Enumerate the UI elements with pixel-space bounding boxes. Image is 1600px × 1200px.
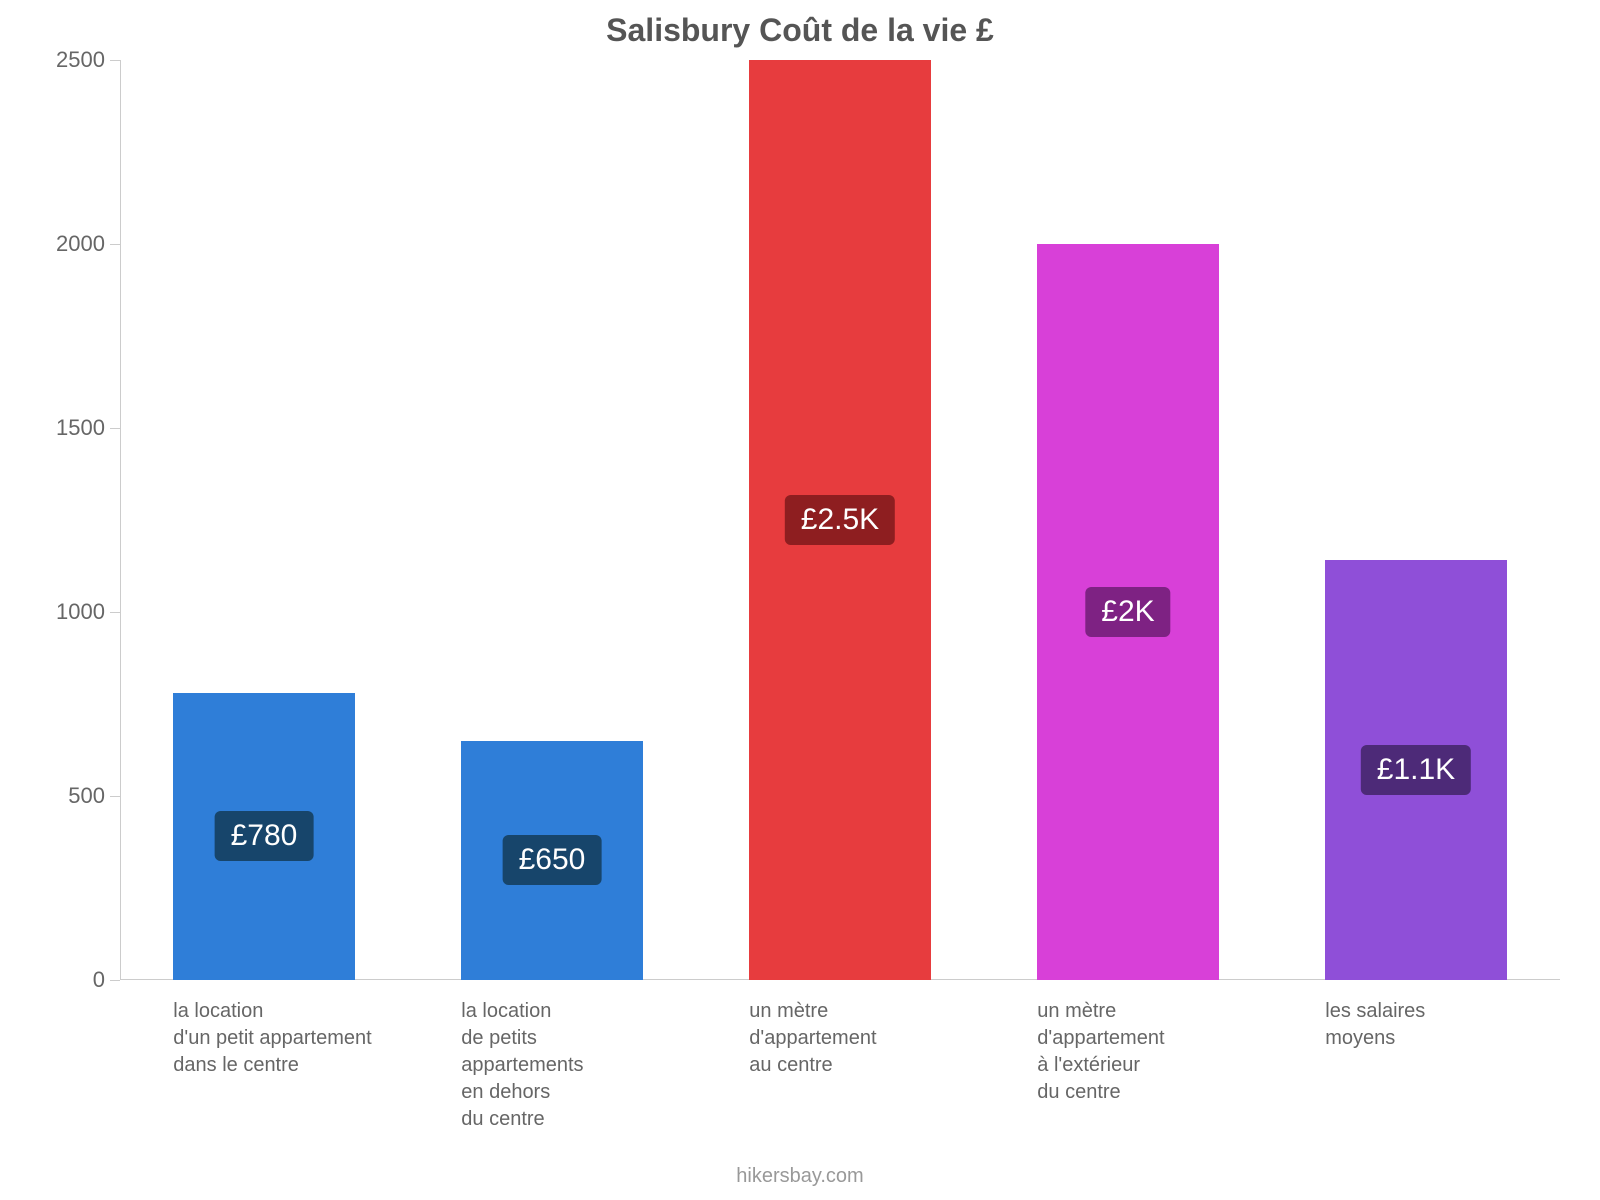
y-tick xyxy=(110,60,120,61)
y-tick-label: 2000 xyxy=(30,231,105,257)
bar-value-label: £2K xyxy=(1085,587,1170,637)
x-category-label: les salaires moyens xyxy=(1325,998,1536,1052)
x-labels: la location d'un petit appartement dans … xyxy=(120,992,1560,1162)
x-category-label: un mètre d'appartement à l'extérieur du … xyxy=(1037,998,1248,1106)
bar-value-label: £2.5K xyxy=(785,495,895,545)
y-tick xyxy=(110,612,120,613)
bar-value-label: £780 xyxy=(215,811,314,861)
x-category-label: la location d'un petit appartement dans … xyxy=(173,998,384,1079)
y-tick-label: 0 xyxy=(30,967,105,993)
y-tick xyxy=(110,428,120,429)
chart-footer: hikersbay.com xyxy=(0,1165,1600,1188)
bars-container: £780 £650 £2.5K £2K £1.1K xyxy=(120,60,1560,980)
cost-of-living-chart: Salisbury Coût de la vie £ £780 £650 £2.5K… xyxy=(0,0,1600,1200)
bar-value-label: £1.1K xyxy=(1361,745,1471,795)
y-tick-label: 2500 xyxy=(30,47,105,73)
plot-area: £780£650£2.5K£2K£1.1K 050010001500200025… xyxy=(120,60,1560,980)
y-tick xyxy=(110,244,120,245)
y-tick-label: 500 xyxy=(30,783,105,809)
x-category-label: la location de petits appartements en de… xyxy=(461,998,672,1133)
y-tick xyxy=(110,980,120,981)
y-tick-label: 1000 xyxy=(30,599,105,625)
y-tick xyxy=(110,796,120,797)
bar-value-label: £650 xyxy=(503,835,602,885)
chart-title: Salisbury Coût de la vie £ xyxy=(0,12,1600,49)
x-category-label: un mètre d'appartement au centre xyxy=(749,998,960,1079)
y-tick-label: 1500 xyxy=(30,415,105,441)
